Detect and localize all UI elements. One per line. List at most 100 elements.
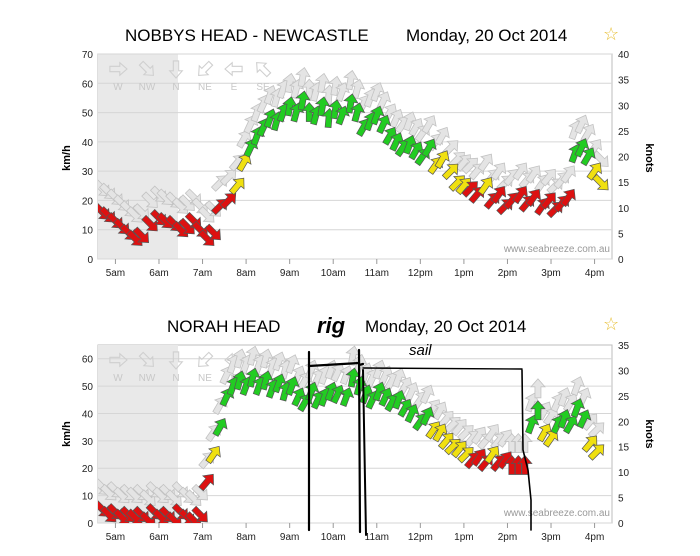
wind-arrow bbox=[574, 138, 590, 158]
left-tick-label: 60 bbox=[82, 355, 94, 366]
legend-arrow bbox=[168, 351, 184, 370]
x-tick-label: 4pm bbox=[585, 532, 604, 543]
chart-title: NOBBYS HEAD - NEWCASTLE bbox=[125, 26, 369, 45]
y-axis-label-right: knots bbox=[643, 419, 655, 448]
wind-arrow bbox=[132, 226, 150, 244]
x-tick-label: 7am bbox=[193, 532, 212, 543]
right-tick-label: 30 bbox=[618, 101, 630, 112]
wind-arrow bbox=[219, 192, 237, 210]
x-tick-label: 1pm bbox=[454, 532, 473, 543]
legend-arrow bbox=[224, 61, 243, 77]
wind-arrow bbox=[587, 444, 605, 461]
gust-arrow bbox=[570, 376, 586, 397]
legend-arrow bbox=[256, 62, 272, 78]
gust-arrow bbox=[477, 153, 494, 173]
gust-arrow bbox=[560, 165, 576, 184]
left-tick-label: 30 bbox=[82, 167, 94, 178]
gust-arrow bbox=[284, 354, 300, 375]
wind-arrow bbox=[141, 214, 158, 232]
wind-arrow bbox=[376, 114, 392, 135]
wind-arrow bbox=[586, 162, 602, 181]
right-tick-label: 35 bbox=[618, 341, 630, 352]
wind-arrow bbox=[576, 409, 592, 429]
rig-annotation: rig bbox=[317, 313, 346, 338]
legend-arrow bbox=[198, 351, 214, 367]
right-axis-ticks: 0 5 10 15 20 25 30 35 bbox=[618, 341, 630, 530]
favorite-star-icon[interactable]: ☆ bbox=[603, 24, 619, 44]
wind-arrow bbox=[530, 400, 546, 421]
left-axis-ticks: 0 10 20 30 40 50 60 70 bbox=[82, 50, 94, 266]
gust-arrow bbox=[335, 82, 350, 103]
legend-arrow bbox=[168, 60, 184, 79]
wind-arrow bbox=[204, 223, 221, 241]
x-tick-label: 3pm bbox=[541, 268, 560, 279]
x-tick-label: 12pm bbox=[408, 268, 433, 279]
x-tick-label: 6am bbox=[149, 532, 168, 543]
left-tick-label: 20 bbox=[82, 196, 94, 207]
gust-arrow bbox=[587, 422, 605, 439]
favorite-star-icon[interactable]: ☆ bbox=[603, 314, 619, 334]
left-tick-label: 30 bbox=[82, 437, 94, 448]
wind-arrow bbox=[419, 406, 435, 427]
wind-arrow bbox=[421, 138, 437, 158]
legend-arrow bbox=[109, 61, 128, 77]
wind-arrow bbox=[314, 96, 331, 117]
gust-arrow bbox=[421, 115, 437, 135]
x-tick-label: 5am bbox=[106, 268, 125, 279]
x-tick-label: 7am bbox=[193, 268, 212, 279]
right-tick-label: 15 bbox=[618, 178, 630, 189]
right-tick-label: 20 bbox=[618, 417, 630, 428]
wind-arrow bbox=[339, 387, 355, 407]
wind-arrow bbox=[542, 429, 559, 448]
wind-arrow bbox=[205, 445, 221, 465]
x-tick-label: 3pm bbox=[541, 532, 560, 543]
right-tick-label: 5 bbox=[618, 494, 624, 505]
gust-arrow bbox=[343, 69, 359, 91]
right-tick-label: 10 bbox=[618, 204, 630, 215]
wind-arrow bbox=[350, 102, 366, 123]
x-tick-label: 10am bbox=[321, 268, 346, 279]
gust-arrow bbox=[258, 348, 274, 369]
legend-arrow bbox=[138, 351, 154, 367]
wind-arrow bbox=[295, 90, 311, 111]
chart-title: NORAH HEAD bbox=[167, 317, 280, 336]
rig-line-far bbox=[362, 369, 367, 536]
legend-dir-label: NE bbox=[198, 373, 212, 384]
gust-arrow bbox=[295, 66, 311, 88]
gust-arrow bbox=[434, 126, 450, 146]
right-tick-label: 0 bbox=[618, 519, 624, 530]
wind-arrow bbox=[228, 177, 245, 196]
gust-arrow bbox=[141, 191, 158, 208]
x-axis-ticks: 5am 6am 7am 8am 9am 10am 11am 12pm 1pm 2pm 3pm 4pm bbox=[106, 523, 604, 543]
wind-arrow bbox=[434, 150, 450, 170]
x-tick-label: 2pm bbox=[498, 268, 517, 279]
wind-arrow bbox=[441, 163, 459, 181]
gust-arrow bbox=[525, 165, 541, 184]
right-tick-label: 25 bbox=[618, 392, 630, 403]
legend-dir-label: W bbox=[113, 82, 123, 93]
legend-dir-label: NW bbox=[139, 82, 156, 93]
left-tick-label: 0 bbox=[87, 519, 93, 530]
wind-arrow bbox=[191, 505, 208, 523]
right-tick-label: 0 bbox=[618, 255, 624, 266]
x-tick-label: 4pm bbox=[585, 268, 604, 279]
wind-arrow bbox=[343, 93, 359, 114]
gust-arrow bbox=[391, 367, 407, 388]
wind-arrow bbox=[560, 188, 576, 208]
legend-dir-label: W bbox=[113, 373, 123, 384]
left-tick-label: 50 bbox=[82, 109, 94, 120]
wind-arrow bbox=[525, 188, 541, 208]
wind-arrow bbox=[490, 185, 507, 205]
left-axis-ticks: 0 10 20 30 40 50 60 bbox=[82, 355, 94, 530]
right-tick-label: 15 bbox=[618, 443, 630, 454]
wind-arrow bbox=[370, 105, 385, 126]
direction-legend: W NW N NE E SE bbox=[109, 60, 272, 93]
sail-annotation: sail bbox=[409, 342, 432, 359]
wind-arrow bbox=[258, 370, 274, 391]
chart-newcastle: NOBBYS HEAD - NEWCASTLE Monday, 20 Oct 2… bbox=[61, 24, 655, 279]
legend-arrow bbox=[138, 60, 154, 76]
wind-arrows bbox=[98, 66, 609, 246]
gridlines bbox=[98, 358, 612, 524]
wind-arrow bbox=[245, 367, 261, 388]
gust-arrow bbox=[530, 378, 546, 399]
